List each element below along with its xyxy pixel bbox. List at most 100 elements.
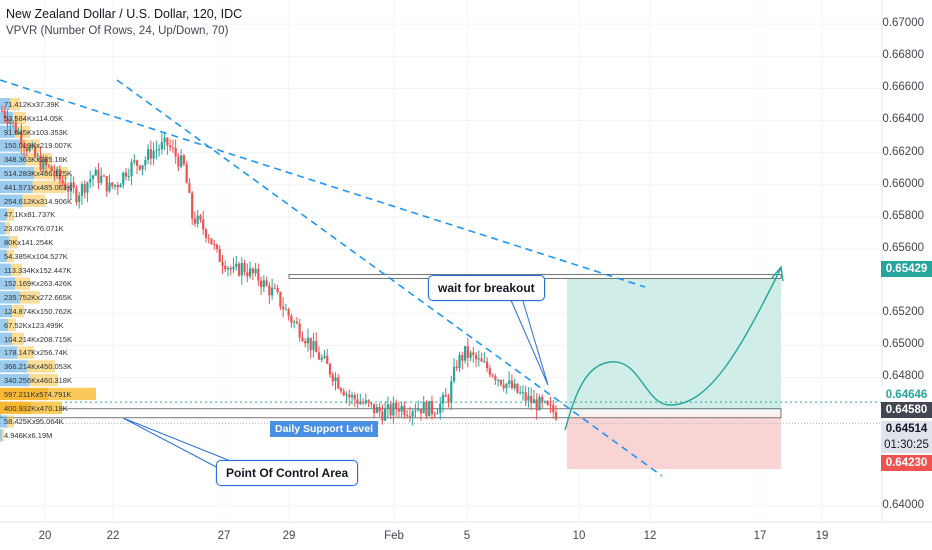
candle-body [499,380,502,385]
candle-body [67,189,70,192]
candle-body [113,184,117,187]
candle-body [254,268,257,274]
candle-body [406,415,409,417]
candle-body [166,137,169,146]
candle-body [273,287,276,289]
candle-body [240,263,243,276]
volume-profile-bar [0,387,48,401]
candle-body [323,355,326,358]
candle-body [213,244,216,246]
candle-body [546,401,549,405]
candle-body [218,248,221,262]
volume-profile-label: 178.147Kx256.74K [4,348,68,358]
volume-profile-bar [0,236,9,249]
candle-body [334,377,337,382]
volume-profile-bar [0,263,11,276]
candle-body [527,395,530,401]
candle-body [111,182,114,187]
price-tick: 0.66000 [882,177,924,190]
daily-support-label: Daily Support Level [270,421,379,437]
candle-body [491,375,494,377]
time-tick: 10 [572,530,586,542]
candle-body [193,218,197,224]
candle-body [417,408,420,411]
candle-body [549,404,552,406]
candle-body [196,215,199,224]
candle-body [47,165,50,167]
candle-body [100,175,103,183]
candle-body [237,263,241,276]
bar-countdown: 01:30:25 [881,437,932,453]
candle-body [381,411,384,421]
volume-profile-label: 150.019Kx219.007K [4,141,72,151]
stop-price-label: 0.64230 [881,455,932,471]
volume-profile-label: 53.584Kx114.05K [4,113,64,123]
candle-body [185,164,188,184]
candle-body [461,355,464,361]
volume-profile-bar [9,236,18,249]
candle-body [204,229,208,238]
price-tick: 0.65000 [882,338,924,351]
candle-body [348,394,351,398]
candle-body [169,145,172,148]
price-tick: 0.65600 [882,241,924,254]
candle-body [271,287,274,296]
candle-body [320,357,323,360]
candle-body [259,280,263,288]
candle-body [3,110,6,119]
candle-body [488,368,491,376]
candle-body [94,169,97,176]
candle-body [6,118,9,125]
volume-profile-bar [7,249,14,263]
wait-breakout-callout[interactable]: wait for breakout [428,275,545,301]
candle-body [89,178,92,183]
candle-body [141,165,144,170]
volume-profile-label: 441.571Kx485.003K [4,182,72,192]
candle-body [135,160,139,166]
candle-body [516,383,519,393]
candle-body [483,361,486,363]
candle-body [276,288,279,292]
candle-body [384,409,387,421]
volume-profile-label: 152.169Kx263.426K [4,279,72,289]
volume-profile-bar [0,318,8,332]
candle-body [78,195,81,202]
candle-body [552,405,555,413]
candle-body [124,172,128,177]
candle-body [69,182,73,192]
candle-body [33,145,37,157]
candle-body [521,392,525,394]
candle-body [284,309,287,311]
candle-body [39,155,42,170]
candle-body [331,374,334,382]
candle-body [146,149,150,160]
volume-profile-label: 47.1Kx81.737K [4,210,56,220]
candle-body [364,400,367,404]
candle-body [97,169,100,183]
candle-body [53,171,56,175]
point-of-control-callout[interactable]: Point Of Control Area [216,460,359,486]
volume-profile-bar [0,346,17,359]
candle-body [290,315,293,323]
candle-body [312,341,315,351]
volume-profile-label: 340.256Kx460.318K [4,376,72,385]
volume-profile-label: 104.214Kx208.715K [4,334,72,344]
volume-profile-bar [2,429,4,442]
volume-profile-bar [22,194,45,207]
candle-body [207,237,210,239]
candle-body [199,215,202,220]
candle-body [419,408,423,414]
indicator-label[interactable]: VPVR (Number Of Rows, 24, Up/Down, 70) [6,25,229,37]
trendline-lower [116,79,663,477]
candle-body [293,321,296,323]
upper-price-label: 0.64646 [881,387,932,403]
candle-body [309,337,312,351]
symbol-title[interactable]: New Zealand Dollar / U.S. Dollar, 120, I… [6,7,243,21]
candle-body [485,361,489,369]
volume-profile-bar [15,277,30,290]
volume-profile-bar [0,277,15,290]
candle-body [248,268,252,277]
candle-body [301,337,304,341]
candle-body [257,268,260,281]
